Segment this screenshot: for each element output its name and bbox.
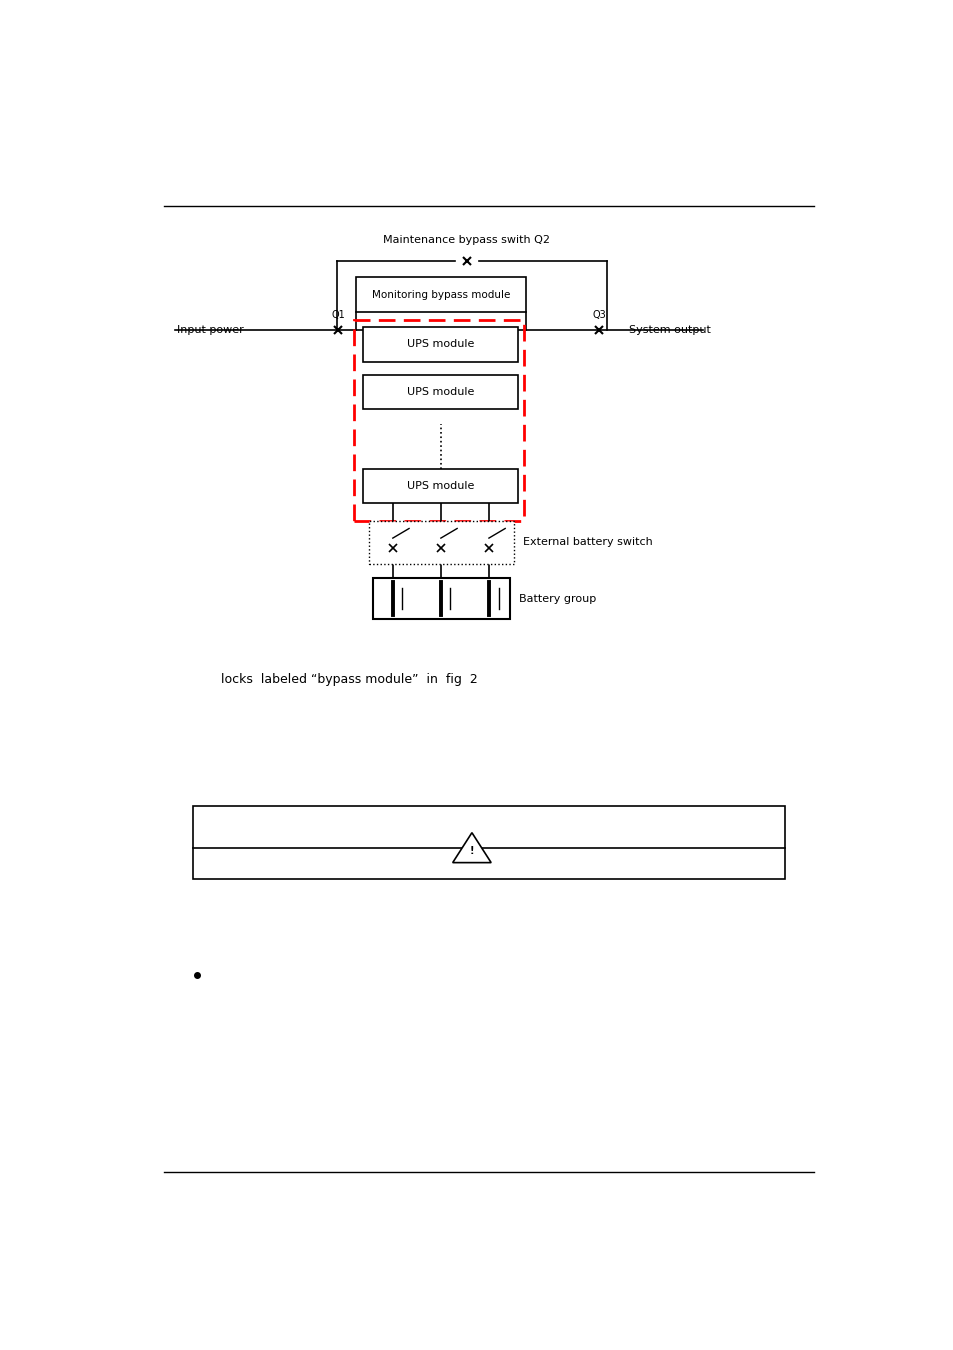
- Polygon shape: [453, 833, 491, 863]
- Bar: [363, 327, 518, 362]
- Text: Maintenance bypass swith Q2: Maintenance bypass swith Q2: [383, 235, 550, 246]
- Bar: [355, 277, 525, 312]
- Text: Q3: Q3: [592, 310, 605, 320]
- Text: UPS module: UPS module: [407, 481, 474, 491]
- Text: External battery switch: External battery switch: [522, 537, 652, 548]
- Text: Monitoring bypass module: Monitoring bypass module: [372, 289, 510, 300]
- Text: UPS module: UPS module: [407, 339, 474, 350]
- Text: locks  labeled “bypass module”  in  fig  2: locks labeled “bypass module” in fig 2: [221, 674, 477, 686]
- Text: System output: System output: [629, 325, 711, 335]
- Bar: [363, 468, 518, 504]
- Text: Input power: Input power: [176, 325, 243, 335]
- Bar: [193, 806, 783, 879]
- Text: UPS module: UPS module: [407, 387, 474, 397]
- Text: Battery group: Battery group: [518, 594, 596, 603]
- Text: Q1: Q1: [331, 310, 345, 320]
- Bar: [354, 320, 524, 521]
- Text: !: !: [469, 846, 474, 856]
- Bar: [369, 521, 514, 564]
- Bar: [363, 375, 518, 409]
- Bar: [373, 578, 510, 620]
